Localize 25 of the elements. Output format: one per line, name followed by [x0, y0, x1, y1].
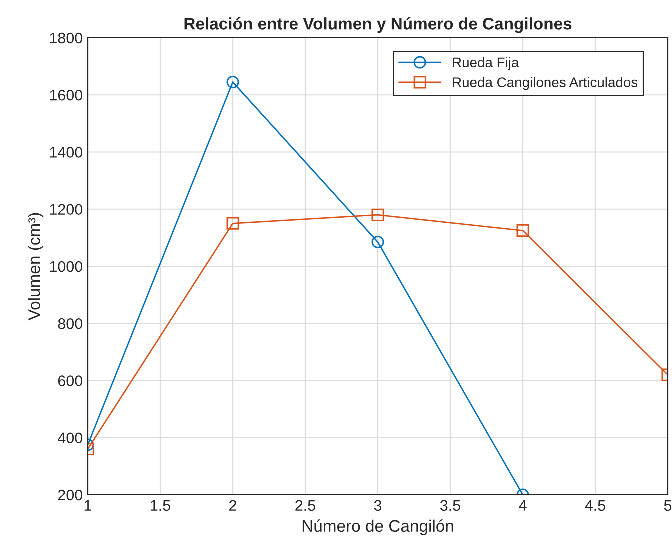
x-tick-label: 1	[84, 500, 92, 511]
point	[372, 236, 384, 248]
point	[372, 208, 384, 222]
x-tick-label: 5	[664, 500, 672, 512]
y-tick-label: 400	[58, 432, 83, 444]
y-tick-label: 600	[58, 376, 83, 386]
x-tick-label: 2.5	[296, 500, 316, 512]
y-tick-label: 800	[58, 318, 83, 330]
x-tick-label: 2	[230, 500, 236, 511]
y-tick-label: 1200	[50, 204, 83, 216]
y-tick-label: 1400	[50, 147, 83, 158]
x-tick-label: 4.5	[585, 500, 606, 512]
y-tick-label: 1800	[50, 32, 83, 44]
x-tick-label: 3	[374, 500, 382, 512]
x-tick-label: 3.5	[440, 500, 460, 512]
y-tick-label: 1600	[50, 90, 83, 101]
chart-title: Relación entre Volumen y Número de Cangilones	[184, 17, 572, 34]
legend-label: Rueda Cangilones Articulados	[453, 77, 638, 90]
y-tick-label: 200	[58, 490, 83, 501]
x-axis-title: Número de Cangilón	[302, 520, 454, 536]
y-axis-title: Volumen (cm³)	[28, 213, 44, 321]
x-tick-label: 4	[519, 500, 527, 511]
y-tick-label: 1000	[50, 261, 83, 272]
legend-label: Rueda Fija	[453, 57, 520, 70]
x-tick-label: 1.5	[151, 500, 170, 512]
